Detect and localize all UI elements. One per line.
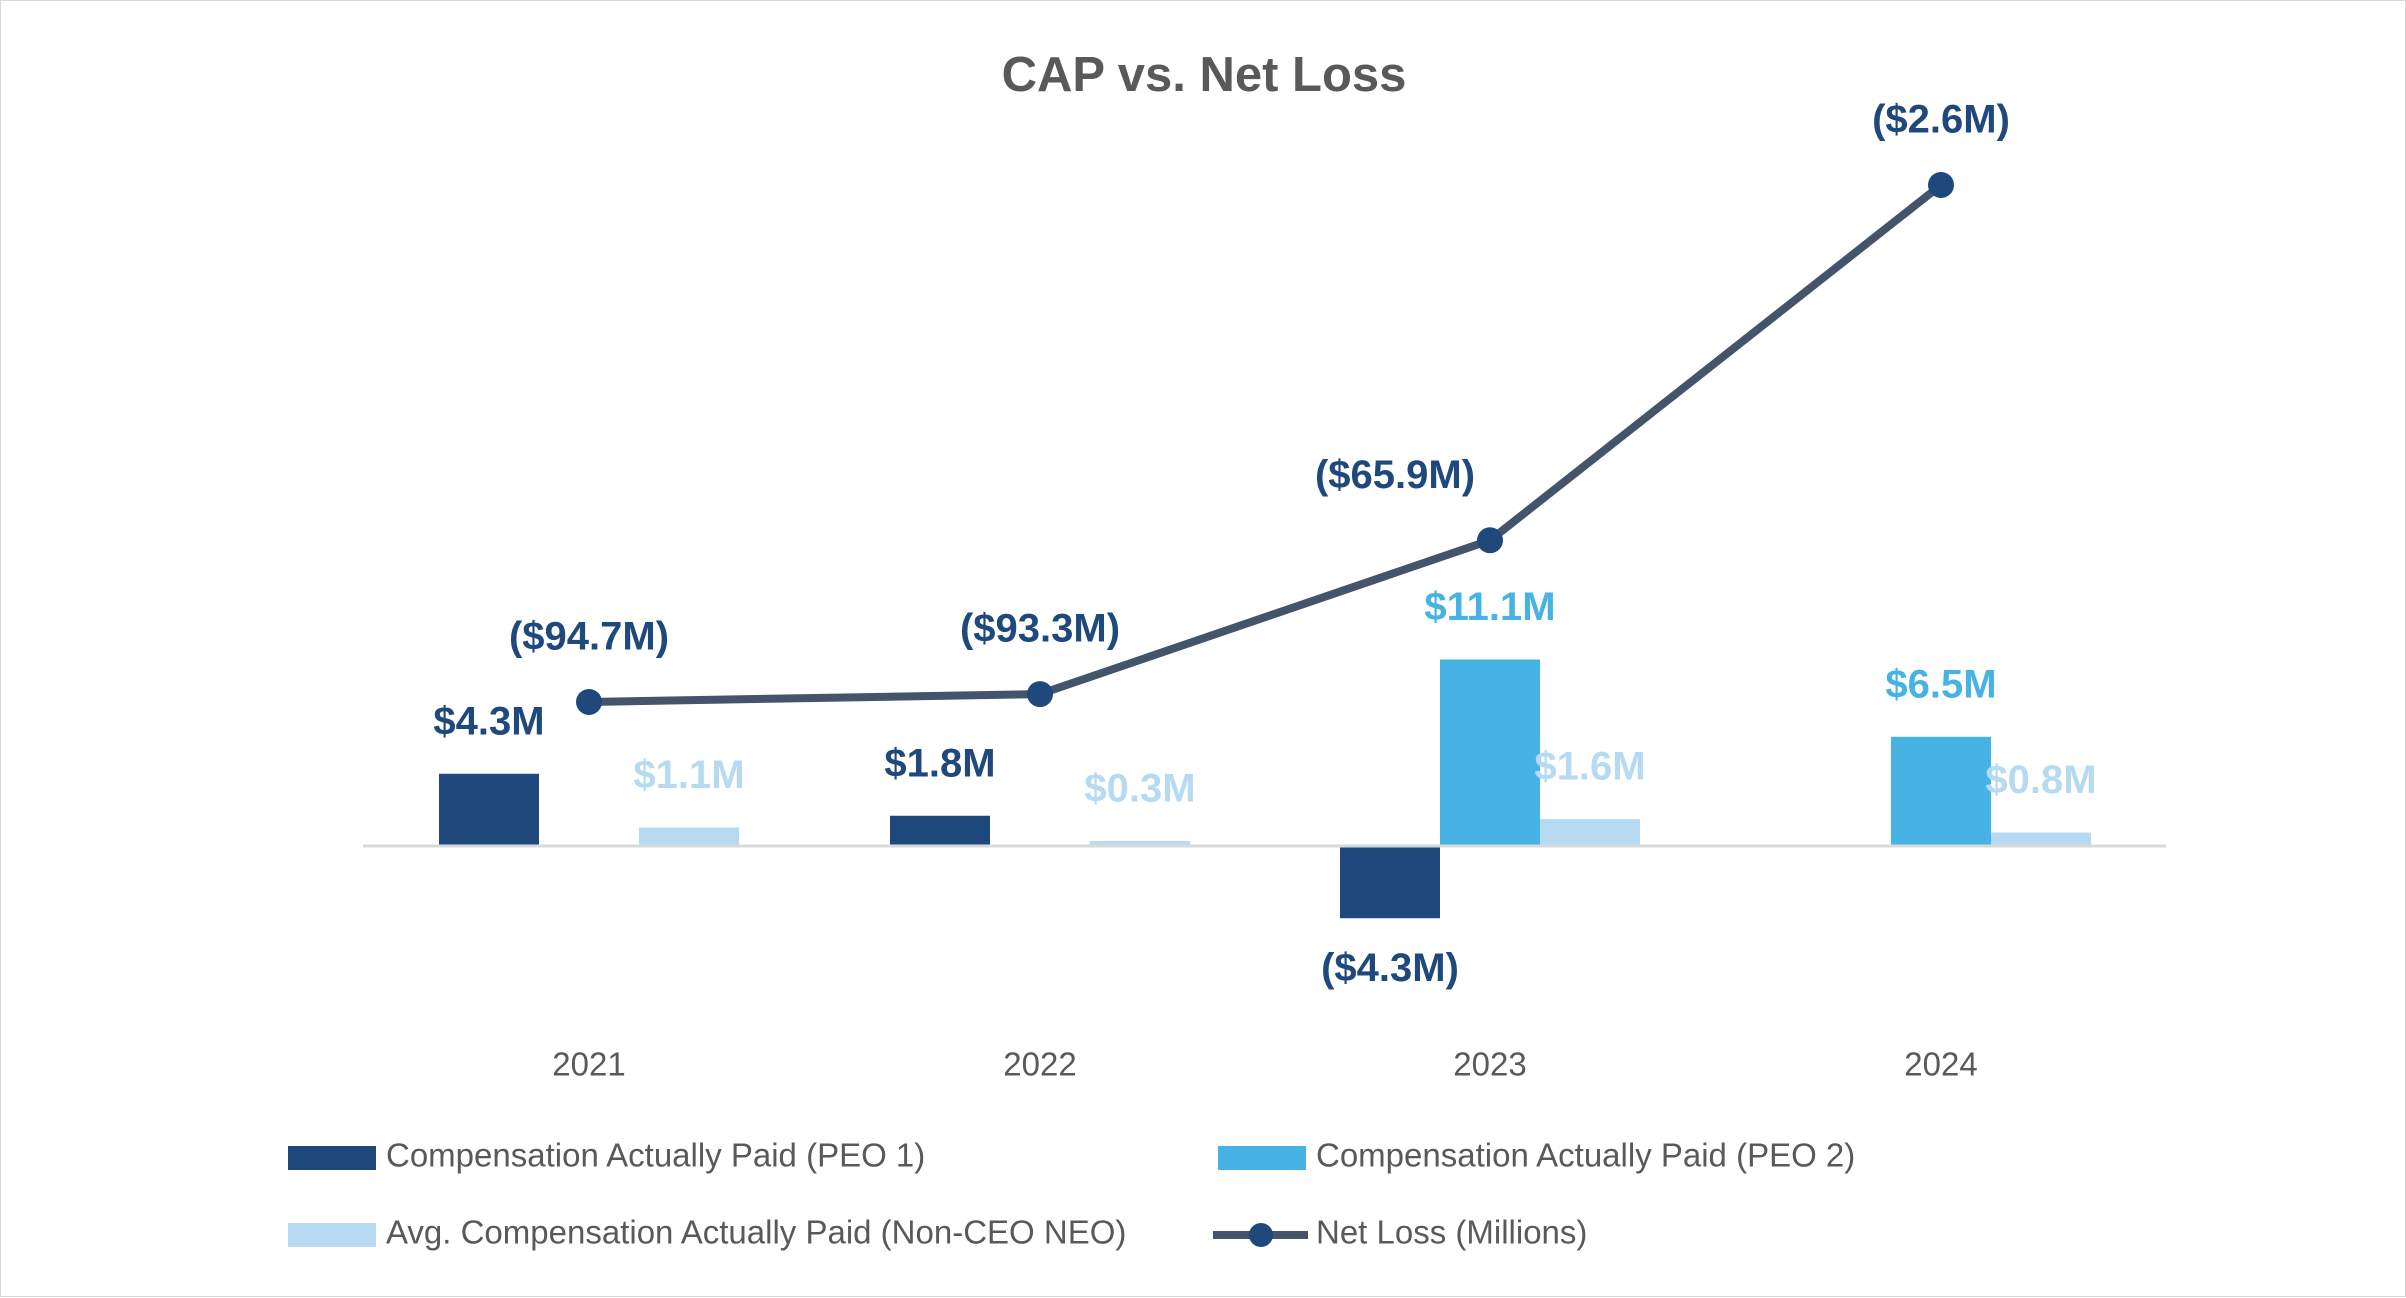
x-tick-label: 2023 (1453, 1046, 1526, 1083)
bars-layer (439, 659, 2091, 919)
x-tick-label: 2021 (552, 1046, 625, 1083)
net-loss-line (588, 181, 1944, 706)
data-label: $1.1M (633, 753, 744, 797)
net-loss-label: ($93.3M) (960, 607, 1120, 651)
net-loss-line-layer (576, 171, 1954, 715)
data-label: $1.8M (884, 741, 995, 785)
net-loss-marker-2022 (1027, 681, 1053, 708)
chart-title: CAP vs. Net Loss (1002, 48, 1407, 102)
net-loss-label: ($94.7M) (509, 615, 669, 659)
data-labels-layer: $4.3M $1.8M ($4.3M) $11.1M $6.5M $1.1M $0.3M $1… (433, 98, 2096, 990)
bar-2021-s0 (439, 773, 539, 846)
bar-2023-s2 (1540, 819, 1640, 846)
data-label: $0.8M (1985, 758, 2096, 802)
bar-2024-s1 (1891, 736, 1991, 846)
legend-label: Compensation Actually Paid (PEO 2) (1316, 1137, 1855, 1174)
net-loss-marker-2023 (1477, 527, 1503, 554)
bar-2024-s2 (1991, 832, 2091, 846)
net-loss-label: ($2.6M) (1872, 98, 2010, 142)
bar-2022-s2 (1090, 840, 1190, 846)
data-label: $6.5M (1885, 662, 1996, 706)
data-label: ($4.3M) (1321, 946, 1459, 990)
data-label: $11.1M (1424, 585, 1555, 629)
net-loss-marker-2024 (1928, 171, 1954, 198)
x-tick-label: 2022 (1003, 1046, 1076, 1083)
bar-2021-s2 (639, 827, 739, 846)
data-label: $0.3M (1084, 767, 1195, 811)
bar-2023-s0 (1340, 846, 1440, 919)
x-tick-label: 2024 (1904, 1046, 1977, 1083)
legend-swatch (1218, 1146, 1306, 1170)
legend-marker-icon (1249, 1223, 1273, 1247)
legend-label: Net Loss (Millions) (1316, 1214, 1587, 1251)
x-axis-labels: 2021 2022 2023 2024 (552, 1046, 1977, 1083)
bar-2023-s1 (1440, 659, 1540, 846)
legend-label: Compensation Actually Paid (PEO 1) (386, 1137, 925, 1174)
legend-swatch (288, 1146, 376, 1170)
bar-2022-s0 (890, 815, 990, 846)
legend-swatch (288, 1223, 376, 1247)
data-label: $1.6M (1534, 745, 1645, 789)
net-loss-label: ($65.9M) (1315, 453, 1475, 497)
net-loss-marker-2021 (576, 688, 602, 715)
data-label: $4.3M (433, 699, 544, 743)
legend: Compensation Actually Paid (PEO 1) Compen… (288, 1137, 1855, 1251)
legend-label: Avg. Compensation Actually Paid (Non-CEO… (386, 1214, 1126, 1251)
